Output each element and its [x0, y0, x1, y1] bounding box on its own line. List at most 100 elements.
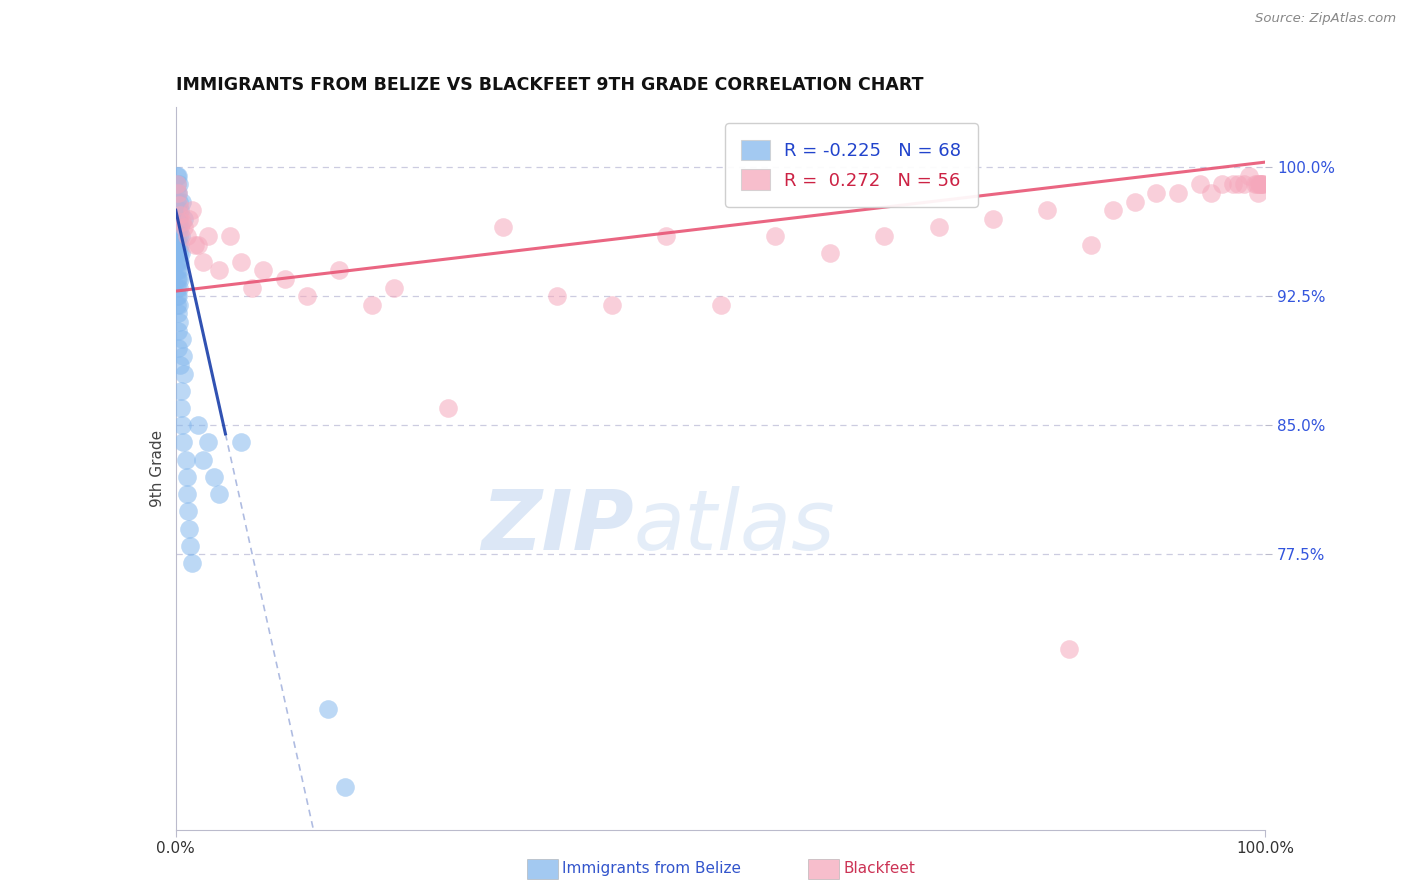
Point — [1080, 237, 1102, 252]
Point — [177, 504, 200, 518]
Point — [167, 237, 190, 252]
Point — [240, 280, 263, 294]
Point — [1123, 194, 1146, 209]
Point — [166, 229, 188, 244]
Point — [167, 315, 190, 329]
Point — [1247, 178, 1270, 192]
Point — [166, 255, 188, 269]
Point — [166, 203, 188, 218]
Point — [1167, 186, 1189, 200]
Point — [186, 237, 209, 252]
Point — [600, 298, 623, 312]
Point — [191, 452, 214, 467]
Point — [172, 350, 194, 364]
Point — [197, 229, 219, 244]
Point — [166, 178, 188, 192]
Point — [818, 246, 841, 260]
Point — [1250, 178, 1272, 192]
Point — [167, 169, 190, 183]
Point — [328, 263, 350, 277]
Point — [655, 229, 678, 244]
Point — [167, 306, 190, 320]
Point — [295, 289, 318, 303]
Point — [1232, 178, 1256, 192]
Point — [173, 220, 195, 235]
Point — [166, 246, 188, 260]
Point — [1036, 203, 1059, 218]
Point — [208, 263, 231, 277]
Point — [167, 289, 190, 303]
Point — [174, 452, 197, 467]
Point — [172, 418, 194, 433]
Point — [172, 435, 194, 450]
Point — [166, 289, 188, 303]
Point — [928, 220, 950, 235]
Point — [1246, 178, 1268, 192]
Point — [186, 418, 209, 433]
Point — [172, 332, 194, 346]
Point — [166, 194, 188, 209]
Point — [167, 246, 190, 260]
Legend: R = -0.225   N = 68, R =  0.272   N = 56: R = -0.225 N = 68, R = 0.272 N = 56 — [725, 123, 977, 207]
Point — [231, 255, 253, 269]
Point — [1227, 178, 1250, 192]
Point — [167, 324, 190, 338]
Point — [176, 229, 198, 244]
Point — [710, 298, 733, 312]
Point — [166, 220, 188, 235]
Point — [167, 298, 190, 312]
Point — [167, 211, 190, 226]
Point — [167, 263, 190, 277]
Point — [1057, 642, 1080, 657]
Point — [167, 272, 190, 286]
Point — [231, 435, 253, 450]
Point — [166, 211, 188, 226]
Point — [167, 186, 190, 200]
Point — [492, 220, 515, 235]
Point — [166, 186, 188, 200]
Point — [1243, 178, 1265, 192]
Point — [170, 229, 193, 244]
Point — [166, 280, 188, 294]
Point — [167, 341, 190, 355]
Text: atlas: atlas — [633, 485, 835, 566]
Point — [1211, 178, 1233, 192]
Point — [172, 215, 194, 229]
Point — [1189, 178, 1212, 192]
Point — [219, 229, 242, 244]
Point — [166, 298, 188, 312]
Point — [181, 203, 204, 218]
Point — [1102, 203, 1125, 218]
Point — [274, 272, 297, 286]
Text: Immigrants from Belize: Immigrants from Belize — [562, 862, 741, 876]
Point — [191, 255, 214, 269]
Point — [197, 435, 219, 450]
Point — [166, 169, 188, 183]
Point — [166, 237, 188, 252]
Text: Blackfeet: Blackfeet — [844, 862, 915, 876]
Point — [546, 289, 568, 303]
Point — [981, 211, 1004, 226]
Point — [167, 220, 190, 235]
Point — [167, 255, 190, 269]
Point — [169, 272, 191, 286]
Text: ZIP: ZIP — [481, 485, 633, 566]
Point — [1237, 169, 1260, 183]
Point — [1251, 178, 1274, 192]
Point — [169, 358, 191, 372]
Point — [169, 209, 191, 223]
Point — [167, 186, 190, 200]
Point — [166, 272, 188, 286]
Point — [360, 298, 382, 312]
Point — [167, 198, 190, 212]
Point — [169, 237, 191, 252]
Point — [1199, 186, 1222, 200]
Point — [170, 246, 193, 260]
Point — [437, 401, 460, 416]
Point — [167, 194, 190, 209]
Point — [176, 470, 198, 484]
Point — [1249, 178, 1271, 192]
Point — [333, 780, 356, 794]
Point — [170, 401, 193, 416]
Point — [202, 470, 225, 484]
